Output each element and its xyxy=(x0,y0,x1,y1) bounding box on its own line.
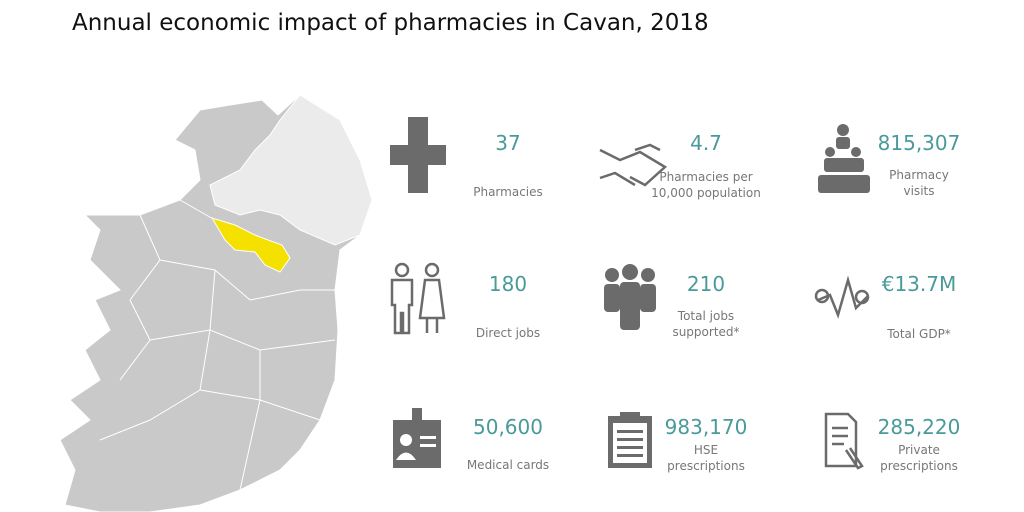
title: Annual economic impact of pharmacies in … xyxy=(72,10,709,36)
stat-value: 983,170 xyxy=(665,415,748,439)
stat-value: 180 xyxy=(489,272,527,296)
stat-label: 10,000 population xyxy=(651,186,761,200)
stat-value: 815,307 xyxy=(878,131,961,155)
stat-label: supported* xyxy=(672,325,739,339)
stat-label: visits xyxy=(904,184,935,198)
stat-label: Medical cards xyxy=(467,458,549,472)
stat-label: Pharmacies xyxy=(473,185,543,199)
stat-value: 285,220 xyxy=(878,415,961,439)
stat-label: HSE xyxy=(694,443,718,457)
stat-label: prescriptions xyxy=(880,459,958,473)
stat-label: Total jobs xyxy=(677,309,734,323)
stat-value: €13.7M xyxy=(882,272,957,296)
map xyxy=(59,94,373,512)
icons xyxy=(390,117,870,470)
stat-label: Total GDP* xyxy=(886,327,951,341)
stat-label: prescriptions xyxy=(667,459,745,473)
stat-value: 37 xyxy=(495,131,520,155)
stats: 37 Pharmacies 4.7 Pharmacies per 10,000 popu… xyxy=(467,131,961,473)
stat-label: Direct jobs xyxy=(476,326,540,340)
stat-label: Pharmacy xyxy=(889,168,949,182)
stat-label: Private xyxy=(898,443,940,457)
stat-label: Pharmacies per xyxy=(659,170,752,184)
stat-value: 50,600 xyxy=(473,415,543,439)
stat-value: 210 xyxy=(687,272,725,296)
stat-value: 4.7 xyxy=(690,131,722,155)
